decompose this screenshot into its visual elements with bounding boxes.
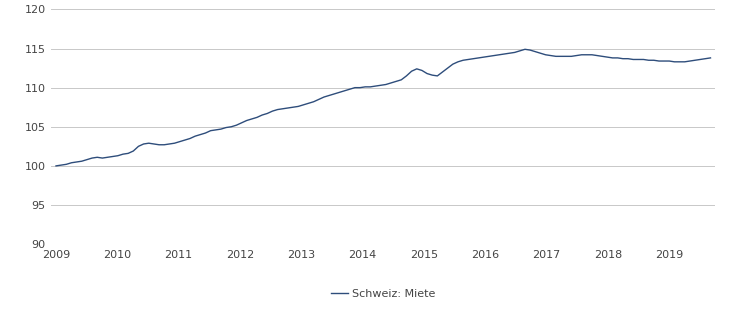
Schweiz: Miete: (2.02e+03, 114): Miete: (2.02e+03, 114)	[706, 56, 715, 60]
Schweiz: Miete: (2.01e+03, 109): Miete: (2.01e+03, 109)	[320, 95, 328, 99]
Line: Schweiz: Miete: Schweiz: Miete	[56, 49, 710, 166]
Schweiz: Miete: (2.02e+03, 114): Miete: (2.02e+03, 114)	[618, 57, 627, 61]
Legend: Schweiz: Miete: Schweiz: Miete	[326, 285, 440, 304]
Schweiz: Miete: (2.01e+03, 111): Miete: (2.01e+03, 111)	[392, 80, 401, 83]
Schweiz: Miete: (2.02e+03, 113): Miete: (2.02e+03, 113)	[680, 60, 689, 64]
Schweiz: Miete: (2.02e+03, 115): Miete: (2.02e+03, 115)	[520, 47, 529, 51]
Schweiz: Miete: (2.01e+03, 100): Miete: (2.01e+03, 100)	[52, 164, 61, 168]
Schweiz: Miete: (2.01e+03, 108): Miete: (2.01e+03, 108)	[294, 105, 303, 108]
Schweiz: Miete: (2.01e+03, 105): Miete: (2.01e+03, 105)	[212, 128, 220, 132]
